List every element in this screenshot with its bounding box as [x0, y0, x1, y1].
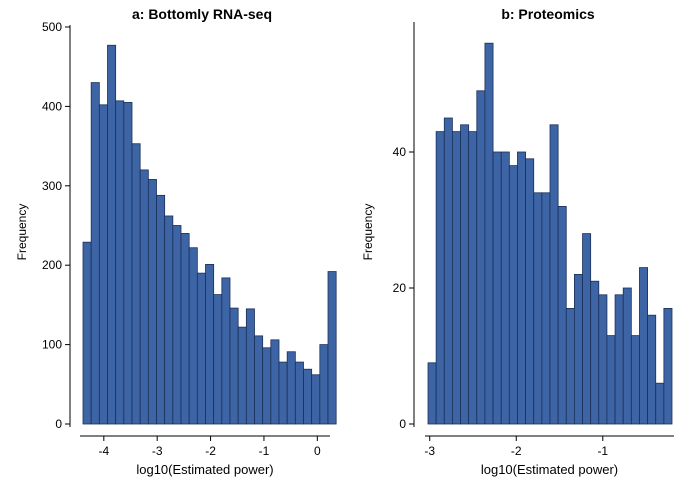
y-tick-label: 500 — [42, 20, 62, 34]
y-tick-label: 400 — [42, 99, 62, 113]
chart-title: b: Proteomics — [501, 6, 595, 22]
histogram-bar — [205, 264, 215, 425]
histogram-bar — [107, 44, 117, 425]
histogram-bar — [574, 273, 583, 425]
histogram-bar — [468, 131, 478, 425]
y-axis-label: Frequency — [15, 204, 29, 261]
histogram-bar — [139, 169, 149, 425]
y-tick-label: 100 — [42, 338, 62, 352]
histogram-bar — [606, 335, 616, 425]
histogram-bar — [663, 307, 673, 425]
histogram-bar — [131, 143, 141, 425]
x-axis-label: log10(Estimated power) — [136, 462, 273, 477]
histogram-bar — [237, 326, 247, 425]
histogram-bar — [630, 335, 640, 425]
histogram-bar — [115, 100, 125, 425]
histogram-bar — [156, 194, 166, 425]
histogram-bar — [517, 151, 526, 425]
histogram-bar — [549, 124, 559, 425]
x-axis-label: log10(Estimated power) — [481, 462, 618, 477]
histogram-bar — [598, 294, 608, 425]
histogram-bar — [180, 233, 190, 425]
histogram-bar — [590, 280, 600, 425]
histogram-bar — [533, 192, 543, 425]
histogram-bar — [294, 361, 304, 425]
histogram-bar — [614, 294, 624, 425]
histogram-bar — [639, 267, 648, 425]
histogram-bar — [622, 287, 632, 425]
y-tick-label: 0 — [399, 417, 406, 431]
histogram-bar — [500, 151, 510, 425]
histogram-bar — [245, 308, 255, 425]
histogram-bar — [451, 131, 461, 425]
histogram-bar — [557, 205, 567, 425]
histogram-bar — [508, 165, 518, 425]
histogram-bar — [460, 124, 470, 425]
histogram-bar — [327, 271, 337, 425]
histogram-bar — [123, 102, 133, 425]
histogram-bar — [270, 339, 280, 425]
histogram-bar — [221, 277, 231, 425]
x-tick-label: -4 — [98, 444, 109, 458]
chart-title: a: Bottomly RNA-seq — [132, 6, 272, 22]
histogram-bar — [476, 90, 486, 425]
x-tick-label: -2 — [511, 444, 522, 458]
histogram-bar — [188, 247, 198, 425]
histogram-bar — [262, 347, 272, 425]
y-tick-label: 20 — [393, 281, 407, 295]
histogram-bar — [278, 361, 288, 425]
y-tick-label: 200 — [42, 258, 62, 272]
histogram-bar — [427, 362, 437, 425]
histogram-bar — [286, 351, 296, 425]
histogram-bar — [435, 131, 445, 425]
histogram-bar — [541, 192, 551, 425]
histogram-bar — [311, 374, 321, 425]
histogram-bar — [647, 314, 657, 425]
histogram-bar — [98, 104, 108, 425]
histogram-bar — [484, 42, 494, 425]
y-tick-label: 300 — [42, 179, 62, 193]
histogram-bar — [229, 307, 239, 425]
histogram-bar — [172, 225, 182, 425]
y-tick-label: 40 — [393, 145, 407, 159]
histogram-bar — [492, 151, 502, 425]
x-tick-label: -1 — [259, 444, 270, 458]
histogram-bar — [582, 233, 592, 425]
x-tick-label: -3 — [152, 444, 163, 458]
histogram-bar — [443, 117, 453, 425]
y-tick-label: 0 — [55, 417, 62, 431]
x-tick-label: -2 — [205, 444, 216, 458]
histogram-bar — [213, 294, 223, 425]
histogram-bar — [196, 272, 206, 425]
histogram-bar — [303, 368, 313, 425]
histogram-bar — [565, 307, 575, 425]
histogram-bar — [82, 241, 92, 425]
histogram-bar — [655, 382, 665, 425]
x-tick-label: -1 — [597, 444, 608, 458]
histogram-bar — [525, 158, 535, 425]
histogram-bar — [147, 179, 157, 425]
histogram-bar — [90, 82, 100, 425]
x-tick-label: -3 — [424, 444, 435, 458]
histogram-bar — [164, 215, 174, 425]
histogram-bar — [319, 344, 329, 425]
y-axis-label: Frequency — [361, 204, 375, 261]
histogram-bar — [254, 335, 264, 425]
x-tick-label: 0 — [314, 444, 321, 458]
